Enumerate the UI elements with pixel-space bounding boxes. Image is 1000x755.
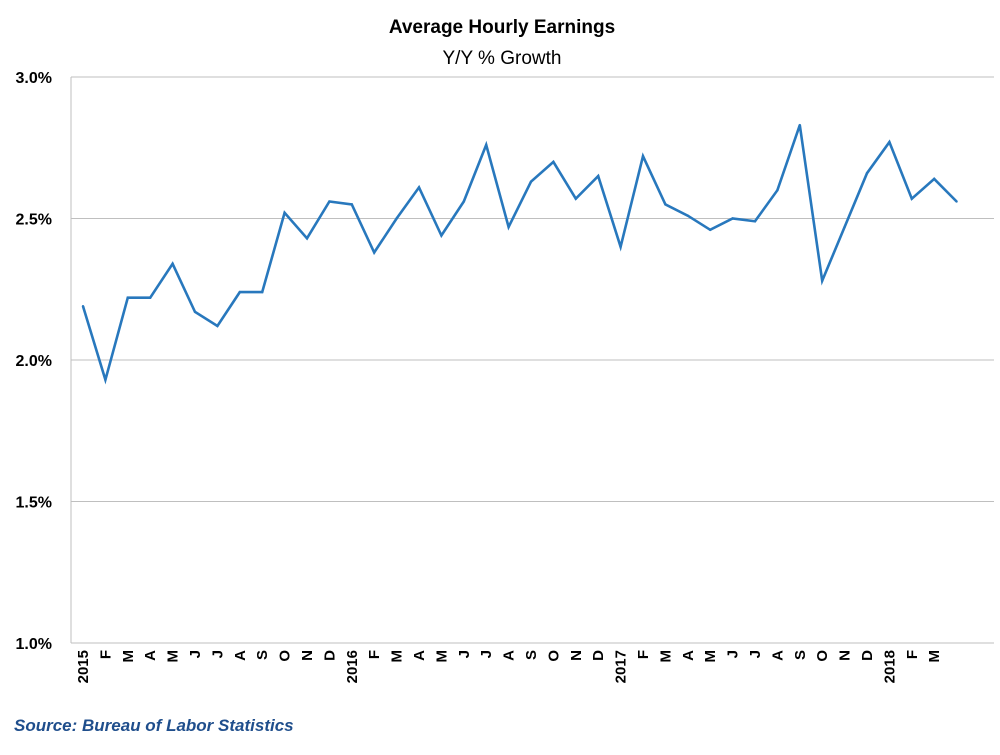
gridlines xyxy=(71,76,994,644)
data-point xyxy=(193,310,197,314)
data-point xyxy=(417,186,421,189)
x-tick-label: J xyxy=(478,650,495,658)
x-tick-label: J xyxy=(725,650,742,658)
x-tick-label: A xyxy=(142,650,159,661)
x-tick-label: D xyxy=(321,650,338,661)
x-tick-label: N xyxy=(299,650,316,661)
x-tick-label: F xyxy=(635,650,652,659)
x-tick-label: D xyxy=(590,650,607,661)
y-tick-label: 3.0% xyxy=(16,70,52,87)
data-point xyxy=(126,296,129,299)
x-tick-label: O xyxy=(814,650,831,662)
x-tick-label: S xyxy=(523,650,540,660)
data-point xyxy=(238,290,241,294)
data-point xyxy=(776,189,779,192)
data-point xyxy=(395,217,398,220)
data-point xyxy=(619,245,622,248)
x-tick-label: N xyxy=(837,650,854,661)
x-tick-label: S xyxy=(792,650,809,660)
source-note: Source: Bureau of Labor Statistics xyxy=(14,716,294,735)
x-tick-label: O xyxy=(277,650,294,662)
x-tick-label: M xyxy=(120,650,137,663)
data-point xyxy=(597,174,600,178)
data-point xyxy=(709,228,712,232)
x-tick-label: J xyxy=(456,650,473,658)
x-tick-label: 2015 xyxy=(75,650,92,683)
data-point xyxy=(641,155,645,158)
x-tick-label: A xyxy=(501,650,518,661)
axes xyxy=(70,77,994,644)
x-tick-label: M xyxy=(433,650,450,663)
data-point xyxy=(798,123,801,127)
data-point xyxy=(686,214,689,217)
data-point xyxy=(149,296,152,299)
data-point xyxy=(933,177,936,181)
x-tick-label: J xyxy=(187,650,204,658)
x-tick-label: 2016 xyxy=(344,650,361,683)
data-point xyxy=(753,220,757,223)
data-point xyxy=(171,262,174,265)
data-point xyxy=(529,180,533,183)
data-point xyxy=(261,290,264,294)
data-point xyxy=(843,225,846,229)
series-layer xyxy=(81,123,958,385)
data-point xyxy=(373,251,376,254)
y-tick-label: 2.5% xyxy=(16,212,52,229)
series-line xyxy=(81,124,958,385)
x-tick-label: A xyxy=(232,650,249,661)
x-tick-label: M xyxy=(926,650,943,663)
data-point xyxy=(81,305,85,308)
data-point xyxy=(350,203,353,206)
x-tick-label: M xyxy=(389,650,406,663)
data-point xyxy=(216,324,219,328)
x-tick-label: F xyxy=(366,650,383,659)
data-point xyxy=(104,378,107,382)
data-point xyxy=(574,197,577,200)
x-tick-label: S xyxy=(254,650,271,660)
x-tick-label: F xyxy=(97,650,114,659)
data-point xyxy=(821,279,824,282)
data-point xyxy=(865,172,869,175)
y-tick-label: 1.5% xyxy=(16,495,52,512)
x-tick-label: A xyxy=(680,650,697,661)
data-point xyxy=(507,225,510,229)
data-point xyxy=(485,143,488,147)
x-tick-label: M xyxy=(702,650,719,663)
data-point xyxy=(440,234,443,237)
x-tick-label: 2017 xyxy=(613,650,630,683)
x-tick-label: J xyxy=(747,650,764,658)
data-point xyxy=(283,211,286,215)
x-tick-label: A xyxy=(769,650,786,661)
x-tick-label: D xyxy=(859,650,876,661)
x-tick-label: J xyxy=(209,650,226,658)
x-tick-label: F xyxy=(904,650,921,659)
data-point xyxy=(305,237,309,240)
data-point xyxy=(664,203,667,206)
data-point xyxy=(955,200,958,203)
y-tick-label: 1.0% xyxy=(16,636,52,653)
data-point xyxy=(462,200,465,203)
x-tick-label: M xyxy=(657,650,674,663)
data-point xyxy=(888,140,891,144)
x-tick-label: A xyxy=(411,650,428,661)
x-tick-label: O xyxy=(545,650,562,662)
x-tick-label: N xyxy=(568,650,585,661)
data-point xyxy=(328,200,331,203)
y-axis-tick-labels: 1.0% 1.5% 2.0% 2.5% 3.0% xyxy=(16,70,52,653)
chart-title: Average Hourly Earnings xyxy=(389,17,615,38)
data-point xyxy=(552,160,555,164)
x-axis-tick-labels: 2015 F M A M J J A S O N D 2016 F M A M J J A S O N D 2017 F M A M J J… xyxy=(75,650,943,684)
chart-subtitle: Y/Y % Growth xyxy=(443,48,562,69)
data-point xyxy=(731,217,734,220)
y-tick-label: 2.0% xyxy=(16,353,52,370)
x-tick-label: 2018 xyxy=(881,650,898,683)
data-point xyxy=(910,197,913,200)
x-tick-label: M xyxy=(165,650,182,663)
